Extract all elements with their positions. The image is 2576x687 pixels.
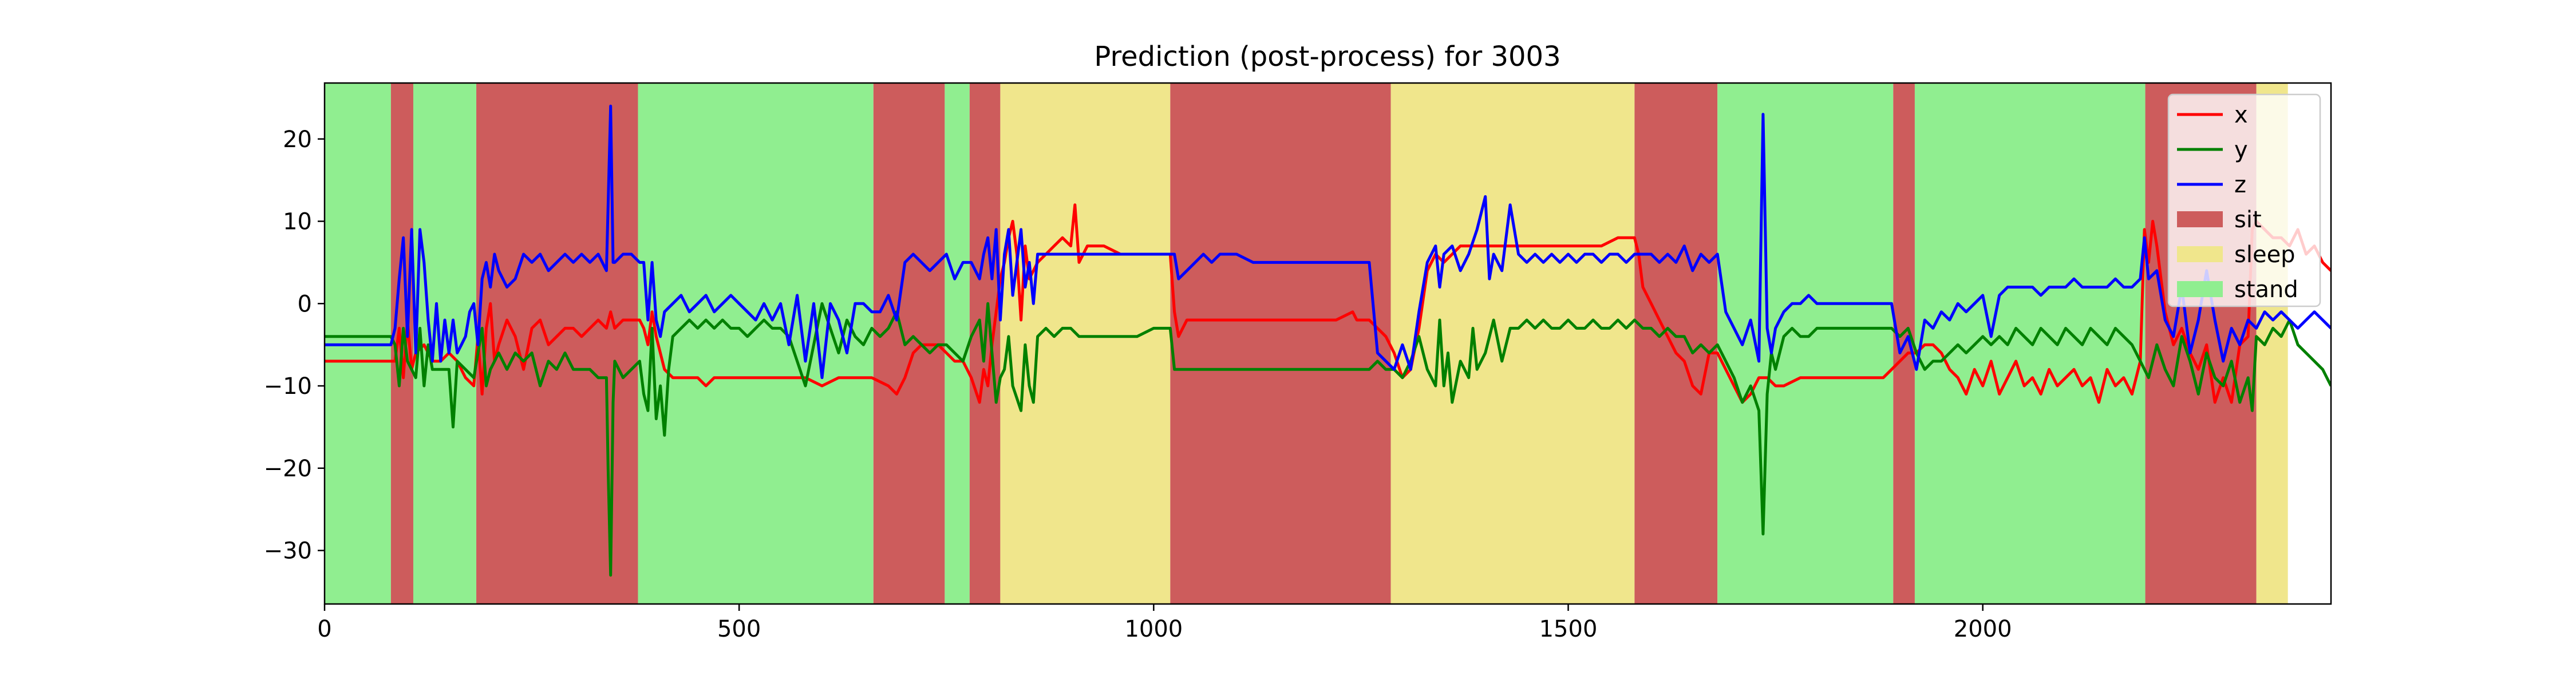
activity-segment-stand (945, 83, 970, 604)
series-line-z (325, 104, 2331, 380)
y-tick-label: 20 (283, 127, 312, 153)
series-line-x (325, 203, 2331, 404)
y-axis: 20 10 0 −10 −20 −30 (264, 127, 325, 564)
x-tick-label: 1000 (1124, 616, 1183, 642)
x-tick-label: 500 (717, 616, 761, 642)
legend-label-x: x (2234, 102, 2248, 128)
activity-segment-stand (413, 83, 477, 604)
legend-label-sleep: sleep (2234, 242, 2296, 268)
y-tick-label: 10 (283, 209, 312, 235)
legend: xyz sit sleep stand (2167, 93, 2321, 307)
legend-swatch-sit (2177, 211, 2223, 227)
series-line-y (325, 302, 2331, 577)
x-axis: 0 500 1000 1500 2000 (317, 604, 2012, 642)
legend-label-z: z (2234, 172, 2246, 198)
x-tick-label: 2000 (1954, 616, 2012, 642)
legend-label-sit: sit (2234, 207, 2262, 233)
chart-title: Prediction (post-process) for 3003 (1094, 41, 1560, 73)
series-lines (325, 104, 2331, 577)
activity-segment-stand (1717, 83, 1894, 604)
legend-label-stand: stand (2234, 277, 2298, 303)
activity-segment-sleep (1390, 83, 1635, 604)
y-tick-label: 0 (298, 291, 312, 317)
legend-label-y: y (2234, 137, 2248, 163)
y-tick-label: −30 (264, 538, 312, 564)
activity-segment-sleep (1000, 83, 1171, 604)
legend-swatch-sleep (2177, 246, 2223, 262)
legend-swatch-stand (2177, 281, 2223, 297)
x-tick-label: 0 (317, 616, 331, 642)
activity-segment-sit (1634, 83, 1718, 604)
y-tick-label: −10 (264, 373, 312, 400)
activity-segment-sit (1170, 83, 1391, 604)
x-tick-label: 1500 (1539, 616, 1598, 642)
plot-frame (323, 82, 2332, 605)
y-tick-label: −20 (264, 456, 312, 482)
